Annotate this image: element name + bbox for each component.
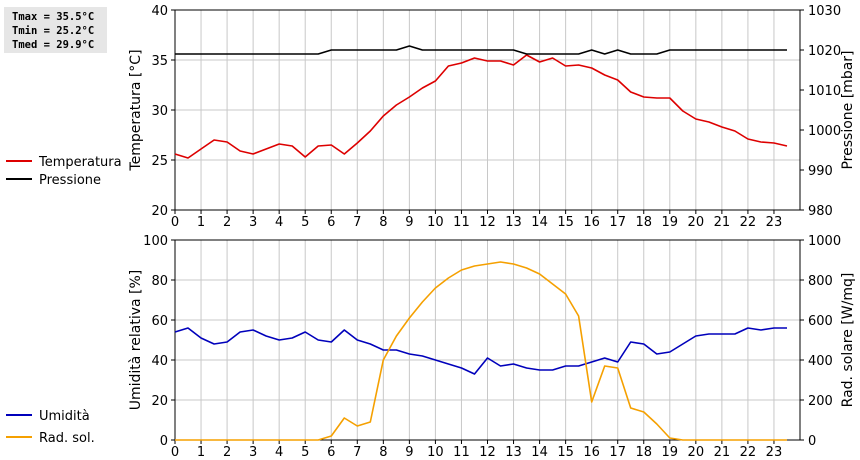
x-tick-label: 5: [301, 215, 309, 230]
x-tick-label: 23: [766, 445, 783, 460]
tmin-label: Tmin = 25.2°C: [12, 25, 95, 37]
y-tick-label: 25: [151, 154, 168, 169]
x-tick-label: 10: [427, 445, 444, 460]
x-tick-label: 15: [557, 445, 574, 460]
temp-chart-legend-label: Pressione: [39, 173, 101, 188]
x-tick-label: 8: [379, 445, 387, 460]
y2-tick-label: 990: [808, 164, 833, 179]
x-tick-label: 17: [609, 445, 626, 460]
temp-chart-series-1-line: [174, 54, 788, 159]
x-tick-label: 18: [635, 215, 652, 230]
y2-tick-label: 0: [808, 434, 816, 449]
x-tick-label: 4: [275, 215, 283, 230]
y-tick-label: 40: [151, 354, 168, 369]
x-tick-label: 3: [249, 215, 257, 230]
y2-tick-label: 1010: [808, 84, 841, 99]
y2-tick-label: 1000: [808, 124, 841, 139]
y2-tick-label: 400: [808, 354, 833, 369]
x-tick-label: 13: [505, 445, 522, 460]
x-tick-label: 19: [662, 445, 679, 460]
y-tick-label: 0: [160, 434, 168, 449]
x-tick-label: 7: [353, 215, 361, 230]
x-tick-label: 14: [531, 215, 548, 230]
x-tick-label: 16: [583, 215, 600, 230]
temp-chart-ylabel: Temperatura [°C]: [128, 49, 144, 171]
x-tick-label: 0: [171, 215, 179, 230]
hum-chart-series-2-line: [175, 261, 787, 441]
y-tick-label: 35: [151, 54, 168, 69]
temp-chart-legend-label: Temperatura: [38, 155, 122, 170]
x-tick-label: 22: [740, 215, 757, 230]
stats-box: Tmax = 35.5°C Tmin = 25.2°C Tmed = 29.9°…: [4, 7, 107, 53]
x-tick-label: 9: [405, 445, 413, 460]
y2-tick-label: 980: [808, 204, 833, 219]
x-tick-label: 1: [197, 445, 205, 460]
y2-tick-label: 200: [808, 394, 833, 409]
y-tick-label: 20: [151, 394, 168, 409]
hum-chart-series-1-line: [174, 327, 787, 375]
x-tick-label: 3: [249, 445, 257, 460]
x-tick-label: 19: [662, 215, 679, 230]
hum-chart-y2label: Rad. solare [W/mq]: [840, 273, 856, 408]
y-tick-label: 40: [151, 4, 168, 19]
x-tick-label: 9: [405, 215, 413, 230]
hum-chart-grid: [175, 240, 800, 440]
x-tick-label: 6: [327, 215, 335, 230]
x-tick-label: 18: [635, 445, 652, 460]
x-tick-label: 20: [688, 445, 705, 460]
tmed-label: Tmed = 29.9°C: [12, 39, 95, 51]
x-tick-label: 4: [275, 445, 283, 460]
temp-chart-y2label: Pressione [mbar]: [840, 50, 856, 169]
x-tick-label: 10: [427, 215, 444, 230]
y2-tick-label: 800: [808, 274, 833, 289]
y2-tick-label: 1020: [808, 44, 841, 59]
x-tick-label: 23: [766, 215, 783, 230]
y2-tick-label: 1030: [808, 4, 841, 19]
y-tick-label: 30: [151, 104, 168, 119]
x-tick-label: 20: [688, 215, 705, 230]
x-tick-label: 0: [171, 445, 179, 460]
y-tick-label: 20: [151, 204, 168, 219]
x-tick-label: 12: [479, 445, 496, 460]
x-tick-label: 5: [301, 445, 309, 460]
x-tick-label: 13: [505, 215, 522, 230]
x-tick-label: 21: [714, 215, 731, 230]
tmax-label: Tmax = 35.5°C: [12, 11, 95, 23]
x-tick-label: 2: [223, 215, 231, 230]
x-tick-label: 1: [197, 215, 205, 230]
x-tick-label: 16: [583, 445, 600, 460]
y-tick-label: 80: [151, 274, 168, 289]
x-tick-label: 2: [223, 445, 231, 460]
x-tick-label: 6: [327, 445, 335, 460]
y-tick-label: 60: [151, 314, 168, 329]
temp-chart-grid: [175, 10, 800, 210]
y2-tick-label: 600: [808, 314, 833, 329]
y-tick-label: 100: [143, 234, 168, 249]
x-tick-label: 15: [557, 215, 574, 230]
x-tick-label: 7: [353, 445, 361, 460]
x-tick-label: 8: [379, 215, 387, 230]
y2-tick-label: 1000: [808, 234, 841, 249]
x-tick-label: 17: [609, 215, 626, 230]
x-tick-label: 11: [453, 215, 470, 230]
x-tick-label: 21: [714, 445, 731, 460]
hum-chart-legend-label: Rad. sol.: [39, 431, 95, 446]
x-tick-label: 12: [479, 215, 496, 230]
x-tick-label: 14: [531, 445, 548, 460]
x-tick-label: 11: [453, 445, 470, 460]
hum-chart-ylabel: Umidità relativa [%]: [128, 270, 144, 411]
temp-chart-series-2-line: [175, 45, 787, 55]
x-tick-label: 22: [740, 445, 757, 460]
hum-chart-legend-label: Umidità: [39, 409, 90, 424]
